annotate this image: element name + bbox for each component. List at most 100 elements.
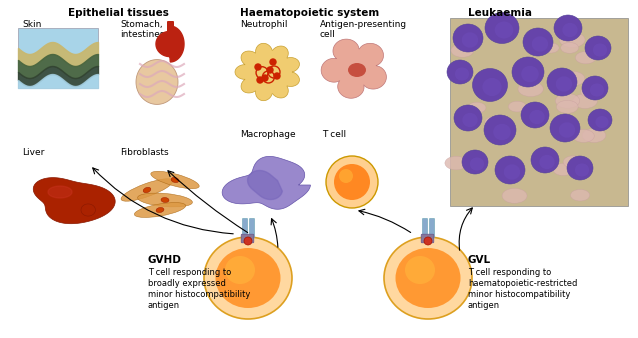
Circle shape: [255, 64, 261, 70]
Ellipse shape: [547, 68, 577, 96]
Text: Antigen-presenting
cell: Antigen-presenting cell: [320, 20, 407, 40]
Ellipse shape: [595, 116, 609, 128]
Ellipse shape: [574, 158, 591, 168]
Ellipse shape: [171, 177, 179, 183]
Ellipse shape: [454, 105, 482, 131]
Ellipse shape: [575, 51, 596, 64]
FancyBboxPatch shape: [249, 218, 255, 238]
Ellipse shape: [135, 202, 186, 217]
Circle shape: [262, 75, 268, 81]
Text: Neutrophil: Neutrophil: [240, 20, 288, 29]
Polygon shape: [321, 39, 387, 98]
Ellipse shape: [455, 67, 469, 80]
Text: GVL: GVL: [468, 255, 491, 265]
Ellipse shape: [225, 256, 255, 284]
Polygon shape: [235, 43, 299, 101]
Text: Stomach,
intestines: Stomach, intestines: [120, 20, 165, 40]
Polygon shape: [136, 59, 178, 104]
Ellipse shape: [447, 60, 473, 84]
Text: Leukaemia: Leukaemia: [468, 8, 532, 18]
Text: T cell responding to
broadly expressed
minor histocompatibility
antigen: T cell responding to broadly expressed m…: [148, 268, 250, 310]
Ellipse shape: [485, 117, 501, 127]
Ellipse shape: [151, 171, 199, 189]
Ellipse shape: [554, 15, 582, 41]
FancyBboxPatch shape: [429, 218, 434, 238]
Polygon shape: [33, 178, 115, 224]
Ellipse shape: [216, 248, 281, 308]
Text: Liver: Liver: [22, 148, 45, 157]
Ellipse shape: [561, 43, 579, 53]
FancyBboxPatch shape: [242, 218, 248, 238]
Ellipse shape: [512, 57, 544, 87]
Ellipse shape: [482, 78, 501, 96]
Ellipse shape: [484, 115, 516, 145]
Ellipse shape: [384, 237, 472, 319]
Ellipse shape: [143, 187, 151, 193]
Ellipse shape: [462, 32, 478, 48]
Ellipse shape: [468, 102, 486, 113]
Text: T cell responding to
haematopoietic-restricted
minor histocompatibility
antigen: T cell responding to haematopoietic-rest…: [468, 268, 577, 310]
Circle shape: [257, 77, 263, 83]
Ellipse shape: [563, 156, 584, 168]
Ellipse shape: [582, 128, 606, 143]
Ellipse shape: [494, 22, 514, 39]
Ellipse shape: [567, 156, 593, 180]
Ellipse shape: [588, 109, 612, 131]
Circle shape: [270, 59, 276, 65]
Ellipse shape: [445, 156, 468, 170]
Circle shape: [244, 237, 252, 245]
Circle shape: [274, 73, 280, 79]
Ellipse shape: [504, 164, 520, 180]
Ellipse shape: [556, 76, 572, 92]
Ellipse shape: [396, 248, 461, 308]
Polygon shape: [248, 170, 282, 199]
Ellipse shape: [495, 156, 525, 184]
Ellipse shape: [531, 147, 559, 173]
Ellipse shape: [523, 28, 553, 56]
FancyBboxPatch shape: [241, 234, 254, 243]
Ellipse shape: [573, 129, 594, 142]
Ellipse shape: [463, 113, 478, 127]
Ellipse shape: [161, 197, 169, 202]
Bar: [450, 18, 628, 206]
Ellipse shape: [570, 189, 590, 201]
Ellipse shape: [521, 102, 549, 128]
Ellipse shape: [556, 100, 578, 113]
Ellipse shape: [508, 101, 526, 112]
Ellipse shape: [138, 193, 193, 207]
Ellipse shape: [326, 156, 378, 208]
Ellipse shape: [542, 43, 559, 53]
Ellipse shape: [493, 124, 511, 140]
Ellipse shape: [555, 94, 580, 108]
Ellipse shape: [473, 69, 507, 101]
Circle shape: [267, 67, 273, 73]
Ellipse shape: [156, 208, 164, 213]
Ellipse shape: [550, 114, 580, 142]
Ellipse shape: [560, 32, 585, 48]
Ellipse shape: [204, 237, 292, 319]
Ellipse shape: [470, 158, 484, 171]
Ellipse shape: [121, 179, 173, 201]
Ellipse shape: [451, 44, 474, 57]
Ellipse shape: [539, 155, 554, 169]
Polygon shape: [48, 186, 72, 198]
Ellipse shape: [590, 83, 604, 97]
Circle shape: [424, 237, 432, 245]
Ellipse shape: [521, 66, 539, 82]
Ellipse shape: [561, 71, 585, 86]
Ellipse shape: [348, 63, 366, 77]
Text: Haematopoietic system: Haematopoietic system: [240, 8, 379, 18]
Ellipse shape: [559, 122, 575, 138]
Text: Fibroblasts: Fibroblasts: [120, 148, 168, 157]
FancyBboxPatch shape: [167, 21, 174, 47]
Ellipse shape: [462, 150, 488, 174]
Ellipse shape: [553, 163, 574, 175]
Polygon shape: [156, 26, 184, 62]
Ellipse shape: [573, 94, 597, 108]
FancyBboxPatch shape: [422, 218, 427, 238]
Ellipse shape: [530, 110, 545, 124]
Text: Macrophage: Macrophage: [240, 130, 295, 139]
Polygon shape: [222, 156, 311, 209]
Ellipse shape: [334, 164, 370, 200]
Ellipse shape: [582, 76, 608, 100]
